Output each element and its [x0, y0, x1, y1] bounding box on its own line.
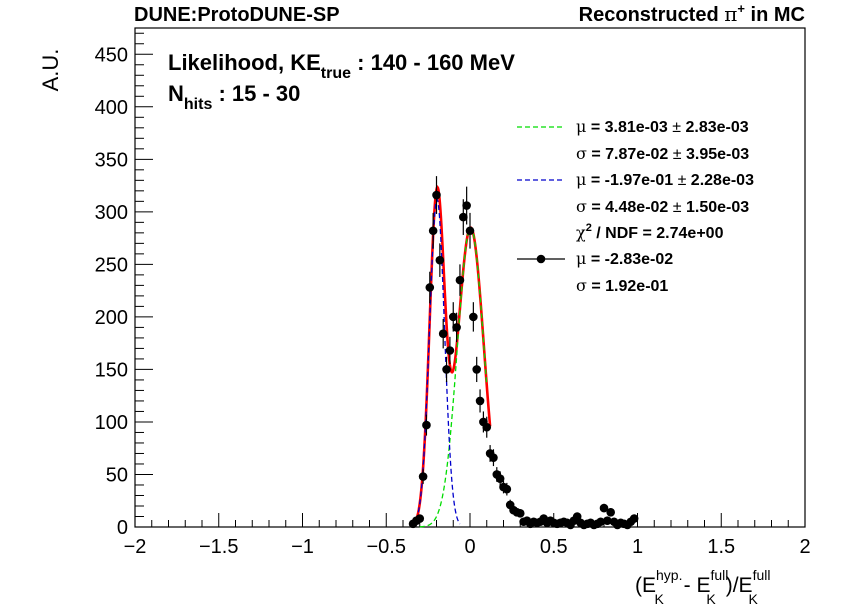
y-tick-label: 0: [117, 517, 128, 539]
data-point: [572, 512, 582, 521]
gauss2-curve: [411, 198, 461, 527]
annotation-line1: Likelihood, KEtrue : 140 - 160 MeV: [168, 50, 515, 82]
legend: μ = 3.81e-03 ± 2.83e-03 σ = 7.87e-02 ± 3.…: [517, 117, 754, 295]
data-point: [465, 226, 475, 236]
x-tick-labels: −2 −1.5 −1 −0.5 0 0.5 1 1.5 2: [124, 536, 811, 558]
header-right: Reconstructed π+ in MC: [579, 1, 805, 26]
y-tick-label: 350: [95, 149, 128, 171]
x-tick-label: −1: [291, 536, 314, 558]
data-point: [442, 365, 451, 374]
x-tick-label: −2: [124, 536, 147, 558]
legend-entry: μ = 3.81e-03 ± 2.83e-03: [576, 117, 749, 136]
data-point: [422, 420, 431, 430]
data-point: [418, 472, 428, 481]
data-point: [462, 201, 471, 210]
data-point: [469, 312, 478, 322]
y-tick-label: 100: [95, 412, 128, 434]
x-tick-label: 2: [799, 536, 810, 558]
data-point: [502, 484, 512, 494]
data-point: [438, 329, 448, 339]
legend-entry: χ2 / NDF = 2.74e+00: [576, 222, 724, 242]
data-point: [425, 283, 435, 292]
data-point: [432, 190, 441, 200]
x-tick-label: −1.5: [199, 536, 238, 558]
annotation-line2: Nhits : 15 - 30: [168, 81, 300, 113]
header-left: DUNE:ProtoDUNE-SP: [134, 4, 340, 26]
legend-entry: σ = 4.48e-02 ± 1.50e-03: [576, 197, 749, 216]
legend-marker-dot: [536, 254, 546, 264]
data-points: [408, 176, 639, 530]
y-tick-label: 400: [95, 97, 128, 119]
data-point: [596, 517, 605, 527]
data-point: [459, 212, 468, 222]
data-point: [495, 474, 505, 483]
data-point: [603, 516, 612, 525]
gauss1-curve: [419, 226, 488, 528]
data-point: [629, 514, 639, 523]
y-tick-label: 300: [95, 202, 128, 224]
x-tick-label: 1: [632, 536, 643, 558]
data-point: [472, 365, 482, 374]
y-tick-label: 250: [95, 254, 128, 276]
y-tick-labels: 0 50 100 150 200 250 300 350 400 450: [95, 44, 128, 539]
data-point: [475, 396, 485, 406]
data-point: [452, 323, 461, 332]
x-tick-label: 1.5: [707, 536, 735, 558]
data-point: [455, 275, 465, 285]
data-point: [606, 507, 615, 517]
x-tick-label: 0.5: [540, 536, 568, 558]
y-tick-label: 200: [95, 307, 128, 329]
data-point: [435, 255, 445, 265]
x-tick-label: −0.5: [367, 536, 406, 558]
data-point: [489, 453, 498, 462]
y-tick-label: 450: [95, 44, 128, 66]
legend-entry: μ = -1.97e-01 ± 2.28e-03: [576, 170, 754, 189]
x-tick-label: 0: [464, 536, 475, 558]
data-point: [428, 226, 438, 236]
data-point: [445, 346, 455, 355]
data-point: [599, 503, 609, 513]
x-axis-label: (Ehyp. K - Efull K)/Efull K: [635, 567, 770, 607]
y-tick-label: 50: [106, 464, 128, 486]
axis-ticks: [134, 32, 806, 528]
legend-entry: σ = 1.92e-01: [576, 276, 668, 295]
data-point: [415, 514, 425, 523]
y-tick-label: 150: [95, 359, 128, 381]
legend-entry: σ = 7.87e-02 ± 3.95e-03: [576, 144, 749, 163]
y-axis-label: A.U.: [38, 49, 63, 92]
data-point: [515, 509, 525, 518]
legend-entry: μ = -2.83e-02: [576, 249, 673, 268]
data-point: [482, 422, 492, 432]
data-point: [448, 312, 458, 322]
